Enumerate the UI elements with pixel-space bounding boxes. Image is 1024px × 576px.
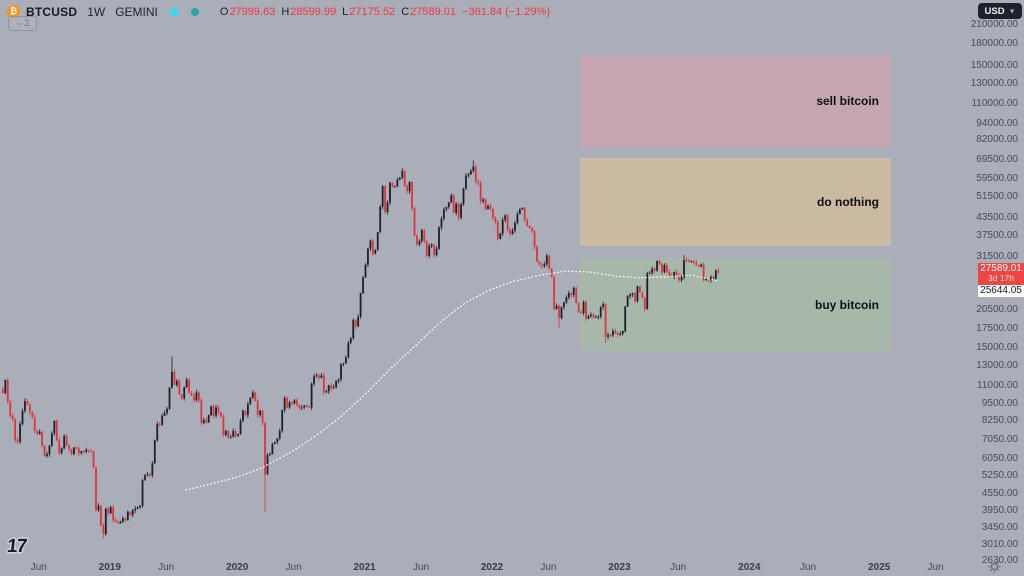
high-value: 28599.99 (290, 5, 337, 18)
price-axis-label: 8250.00 (981, 415, 1018, 427)
bitcoin-icon: ₿ (7, 5, 20, 18)
time-axis[interactable]: Jun 2019 Jun 2020 Jun 2021 Jun 2022 Jun 2023 Jun 20… (0, 558, 1024, 576)
time-axis-label: Jun (158, 562, 175, 573)
buy-zone[interactable]: buy bitcoin (580, 259, 891, 352)
price-axis-label: 59500.00 (976, 173, 1018, 185)
price-axis-label: 37500.00 (976, 229, 1018, 241)
price-axis-label: 150000.00 (970, 60, 1018, 72)
exchange-label[interactable]: GEMINI (115, 4, 158, 19)
price-axis-label: 210000.00 (970, 19, 1018, 31)
axis-settings-gear-icon[interactable] (988, 560, 1001, 573)
price-axis-label: 6050.00 (981, 453, 1018, 465)
price-axis-label: 3950.00 (981, 505, 1018, 517)
price-axis-label: 2630.00 (981, 555, 1018, 566)
price-axis-label: 110000.00 (971, 98, 1018, 110)
sell-zone[interactable]: sell bitcoin (580, 55, 891, 148)
time-axis-label: Jun (670, 562, 687, 573)
price-axis-label: 13000.00 (976, 359, 1018, 371)
time-axis-label: 2024 (738, 562, 761, 573)
time-axis-label: 2022 (480, 562, 504, 573)
sell-zone-label: sell bitcoin (816, 94, 879, 109)
price-axis-label: 5250.00 (981, 470, 1018, 482)
open-label: O (219, 5, 229, 18)
price-axis-label: 3450.00 (981, 521, 1018, 533)
current-price-value: 27589.01 (980, 262, 1022, 274)
moving-average-line[interactable] (185, 270, 719, 491)
time-axis-label: Jun (540, 562, 557, 573)
time-axis-label: Jun (927, 562, 944, 573)
time-axis-label: Jun (30, 562, 47, 573)
price-axis-label: 3010.00 (981, 538, 1018, 550)
tradingview-logo[interactable]: 17 (5, 536, 28, 557)
close-label: C (401, 5, 410, 18)
time-axis-label: 2019 (98, 562, 121, 573)
time-axis-label: Jun (285, 562, 302, 573)
currency-label: USD (984, 5, 1005, 17)
collapse-indicators-button[interactable]: ⌄ 2 (8, 16, 37, 31)
price-axis-label: 7050.00 (981, 434, 1018, 446)
currency-toggle-button[interactable]: USD ▼ (978, 3, 1022, 19)
do-nothing-zone[interactable]: do nothing (580, 157, 891, 247)
time-axis-label: 2021 (353, 562, 376, 573)
price-axis-label: 43500.00 (976, 211, 1018, 223)
time-axis-label: 2023 (608, 562, 631, 573)
flag-icon[interactable] (169, 7, 178, 16)
symbol-name[interactable]: BTCUSD (26, 4, 78, 19)
ohlc-readout: O 27999.63 H 28599.99 L 27175.52 C 27589… (214, 6, 550, 18)
price-axis-label: 82000.00 (976, 134, 1018, 146)
price-axis-label: 69500.00 (976, 154, 1018, 166)
time-axis-label: 2025 (867, 562, 891, 573)
price-axis-label: 130000.00 (970, 77, 1018, 89)
change-value: −361.84 (−1.29%) (462, 5, 551, 18)
bar-countdown: 3d 17h (988, 272, 1014, 283)
price-axis-label: 31500.00 (976, 251, 1018, 263)
high-label: H (281, 5, 290, 18)
price-axis-label: 15000.00 (976, 342, 1018, 353)
ma-value-tag: 25644.05 (978, 284, 1024, 297)
buy-zone-label: buy bitcoin (815, 298, 879, 313)
do-nothing-zone-label: do nothing (817, 194, 879, 209)
open-value: 27999.63 (229, 5, 276, 18)
low-value: 27175.52 (349, 5, 396, 18)
chevron-down-icon: ▼ (1008, 8, 1016, 15)
price-axis-label: 4550.00 (981, 487, 1018, 499)
price-axis-label: 51500.00 (976, 191, 1018, 203)
time-axis-label: Jun (800, 562, 817, 573)
symbol-header: ₿ BTCUSD 1W GEMINI O 27999.63 H 28599.99… (7, 4, 550, 19)
interval-label[interactable]: 1W (87, 4, 106, 19)
price-axis-label: 11000.00 (977, 379, 1018, 391)
low-label: L (342, 5, 349, 18)
price-axis[interactable]: 210000.00 180000.00 150000.00 130000.00 1100… (962, 0, 1024, 576)
market-status-icon[interactable] (190, 7, 199, 16)
price-axis-label: 17500.00 (976, 323, 1018, 335)
current-price-tag: 27589.01 3d 17h (978, 262, 1024, 285)
collapsed-count: 2 (24, 18, 30, 28)
time-axis-label: Jun (412, 562, 430, 573)
price-axis-label: 20500.00 (976, 303, 1018, 315)
close-value: 27589.01 (410, 5, 457, 18)
chevron-down-icon: ⌄ (15, 17, 23, 27)
time-axis-label: 2020 (226, 562, 249, 573)
price-axis-label: 94000.00 (976, 117, 1018, 129)
price-axis-label: 9500.00 (981, 397, 1018, 409)
price-axis-label: 180000.00 (970, 38, 1018, 49)
